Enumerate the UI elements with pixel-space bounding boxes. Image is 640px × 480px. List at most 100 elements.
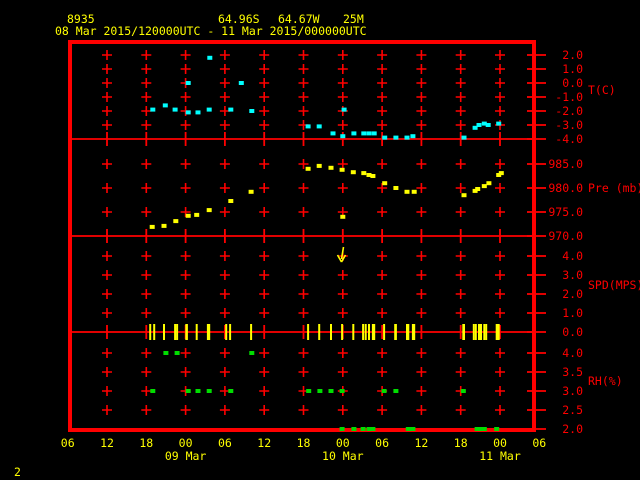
temperature-point [481, 121, 487, 126]
y-tick-label: 1.0 [562, 306, 583, 320]
temperature-point [366, 131, 372, 136]
y-axis-labels: 2.01.00.0-1.0-2.0-3.0-4.0T(C)985.0980.09… [548, 48, 640, 436]
temperature-axis-label: T(C) [588, 83, 616, 97]
wind-barb [383, 324, 386, 340]
temperature-point [472, 125, 478, 130]
wind-barb [250, 324, 253, 340]
temperature-point [238, 81, 244, 85]
x-tick-label: 12 [257, 436, 271, 450]
relative-humidity-point [478, 427, 484, 431]
relative-humidity-point [351, 427, 357, 431]
relative-humidity-point [370, 427, 376, 431]
relative-humidity-point [405, 427, 411, 431]
pressure-point [149, 224, 155, 229]
pressure-point [481, 184, 487, 189]
relative-humidity-point [163, 351, 169, 355]
temperature-point [206, 107, 212, 112]
pressure-point [496, 173, 502, 177]
pressure-point [228, 199, 234, 203]
temperature-point [371, 131, 377, 136]
pressure-series [149, 163, 504, 229]
pressure-point [486, 181, 492, 186]
pressure-point [194, 212, 200, 217]
wind-barb [330, 324, 332, 340]
temperature-point [150, 107, 156, 112]
pressure-point [411, 189, 417, 194]
y-tick-label: 2.0 [562, 48, 583, 62]
y-tick-label: 3.0 [562, 268, 583, 282]
x-tick-label: 06 [375, 436, 389, 450]
pressure-point [370, 174, 376, 178]
x-tick-label: 00 [179, 436, 193, 450]
wind-barb [406, 324, 408, 340]
y-tick-label: 975.0 [548, 205, 583, 219]
y-tick-label: 2.0 [562, 287, 583, 301]
wind-barb [463, 324, 465, 340]
y-tick-label: -1.0 [555, 90, 583, 104]
grid-plus-marks [102, 50, 505, 415]
station-elevation: 25M [343, 12, 364, 26]
wind-barb [174, 324, 177, 340]
pressure-point [161, 223, 167, 228]
wind-barb [495, 324, 498, 340]
relative-humidity-point [494, 427, 500, 431]
temperature-point [316, 124, 322, 129]
relative-humidity-point [360, 427, 366, 431]
pressure-point [393, 186, 399, 190]
x-tick-label: 18 [454, 436, 468, 450]
wind-barb [176, 324, 179, 340]
relative-humidity-point [174, 351, 180, 355]
y-tick-label: -3.0 [555, 118, 583, 132]
relative-humidity-series [150, 351, 500, 431]
date-label: 10 Mar [322, 449, 364, 463]
pressure-point [340, 214, 346, 219]
pressure-point [206, 208, 212, 213]
temperature-point [228, 107, 234, 112]
y-tick-label: 4.0 [562, 346, 583, 360]
station-id: 8935 [67, 12, 95, 26]
wind-barb [229, 324, 232, 340]
y-tick-label: 4.0 [562, 249, 583, 263]
wind-barb [318, 324, 321, 340]
temperature-point [382, 135, 388, 140]
relative-humidity-point [366, 427, 372, 431]
time-period: 08 Mar 2015/120000UTC - 11 Mar 2015/0000… [55, 24, 367, 38]
wind-barb [208, 324, 211, 340]
relative-humidity-axis-label: RH(%) [588, 374, 623, 388]
wind-barb [407, 324, 410, 340]
temperature-point [351, 131, 357, 136]
x-tick-label: 00 [493, 436, 507, 450]
wind-barb [413, 324, 416, 340]
temperature-point [195, 110, 201, 115]
relative-humidity-point [410, 427, 416, 431]
y-tick-label: 970.0 [548, 229, 583, 243]
x-tick-label: 18 [139, 436, 153, 450]
temperature-point [207, 55, 213, 60]
date-label: 11 Mar [479, 449, 521, 463]
relative-humidity-point [481, 427, 487, 431]
pressure-point [350, 170, 356, 175]
pressure-point [472, 188, 478, 193]
pressure-point [173, 219, 179, 224]
x-axis-labels: 06 12 18 00 06 12 18 00 06 12 18 00 06 09 Mar 10 Mar 11… [61, 436, 547, 463]
wind-barb [480, 324, 482, 340]
temperature-point [162, 103, 168, 108]
page-number: 2 [14, 465, 21, 479]
temperature-point [172, 107, 178, 112]
relative-humidity-point [249, 351, 255, 355]
temperature-point [185, 110, 191, 115]
relative-humidity-point [185, 389, 191, 393]
pressure-point [339, 167, 345, 172]
temperature-point [340, 134, 346, 139]
pressure-point [305, 166, 311, 171]
wind-barb [225, 324, 228, 340]
temperature-point [393, 135, 399, 140]
wind-barb [497, 324, 500, 340]
pressure-point [404, 189, 410, 194]
wind-barb [394, 324, 397, 340]
wind-barb [352, 324, 355, 340]
pressure-axis-label: Pre (mb) [588, 181, 640, 195]
wind-arrow-icon [336, 246, 347, 263]
pressure-point [366, 173, 372, 177]
x-tick-label: 06 [218, 436, 232, 450]
